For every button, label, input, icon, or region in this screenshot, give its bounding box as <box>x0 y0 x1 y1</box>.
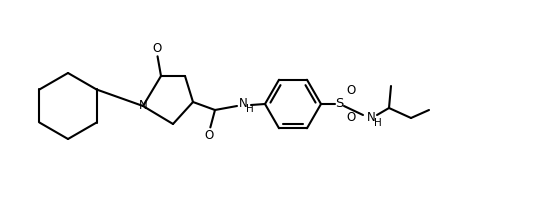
Text: N: N <box>139 99 147 112</box>
Text: H: H <box>246 104 254 114</box>
Text: H: H <box>374 118 382 128</box>
Text: N: N <box>366 111 376 124</box>
Text: O: O <box>346 111 356 124</box>
Text: N: N <box>239 97 247 111</box>
Text: O: O <box>152 42 161 55</box>
Text: O: O <box>205 129 214 142</box>
Text: S: S <box>335 97 343 111</box>
Text: O: O <box>346 83 356 97</box>
